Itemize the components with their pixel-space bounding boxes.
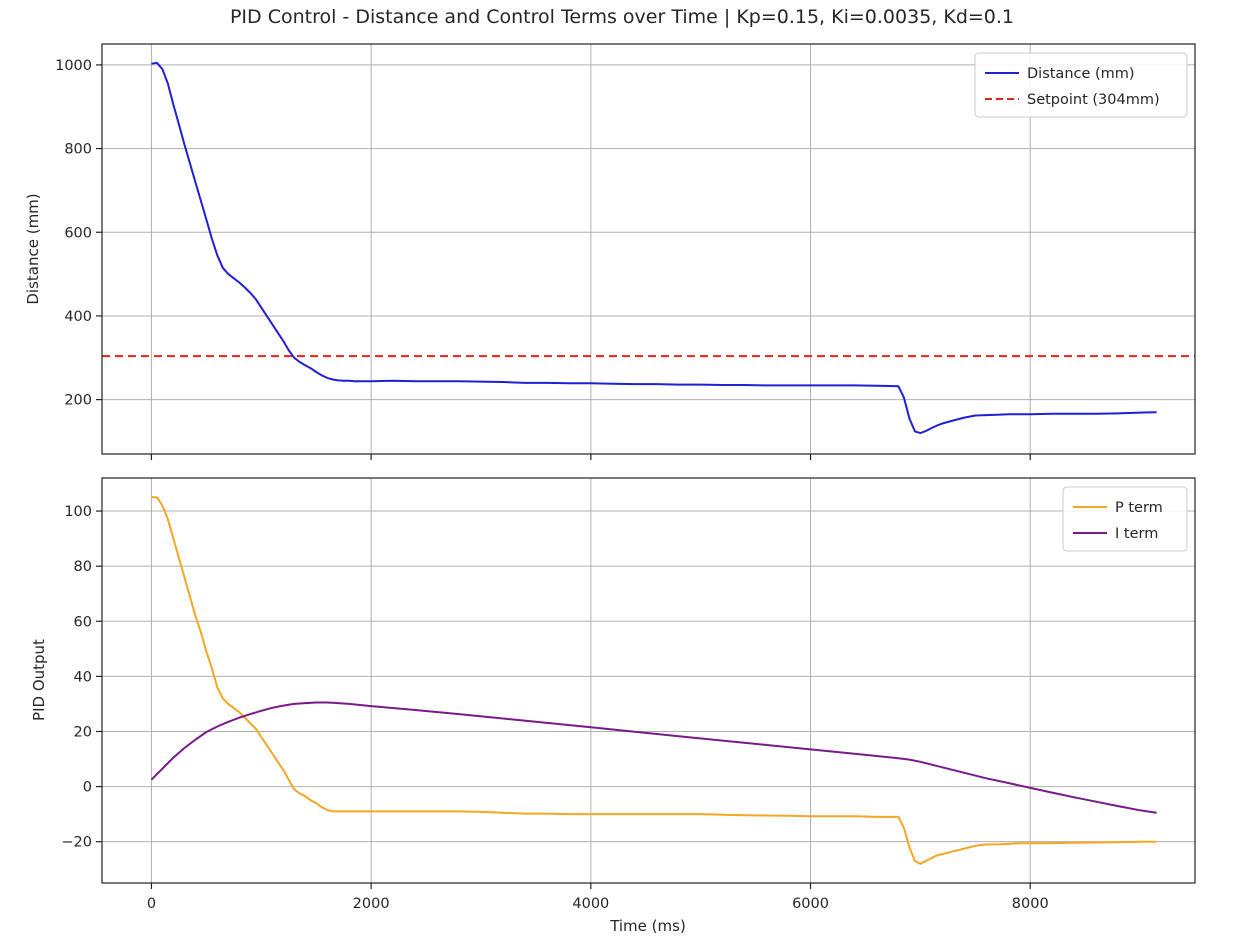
distance-plot-frame: [101, 43, 1196, 455]
pid-series-layer: [150, 496, 1157, 865]
y-tick-label: 100: [64, 504, 92, 520]
x-tick-label: 4000: [572, 896, 609, 912]
legend-label: Setpoint (304mm): [1027, 92, 1160, 108]
legend-box: [1062, 486, 1188, 552]
pid-x-axis-label: Time (ms): [609, 917, 686, 935]
y-tick-label: 0: [83, 780, 92, 796]
y-tick-label: 20: [74, 724, 92, 740]
y-tick-label: 40: [74, 669, 92, 685]
x-tick-label: 2000: [353, 896, 390, 912]
pid-plot-area: [102, 478, 1195, 883]
i-term-line: [150, 701, 1157, 814]
legend-label: I term: [1115, 526, 1158, 542]
y-tick-label: 400: [64, 309, 92, 325]
pid-gridlines: [102, 478, 1195, 883]
distance-legend: Distance (mm) Setpoint (304mm): [974, 52, 1188, 118]
pid-legend: P term I term: [1062, 486, 1188, 552]
y-tick-label: 60: [74, 614, 92, 630]
legend-label: P term: [1115, 500, 1163, 516]
y-tick-label: −20: [61, 835, 92, 851]
legend-label: Distance (mm): [1027, 66, 1135, 82]
distance-panel: 200 400 600 800 1000 Distance (mm) Distance …: [24, 43, 1196, 460]
y-tick-label: 800: [64, 142, 92, 158]
pid-output-panel: 0 2000 4000 6000 8000 −20 0 20 40 60 80 100 PID Out…: [30, 477, 1196, 935]
y-tick-label: 200: [64, 393, 92, 409]
pid-ticks: 0 2000 4000 6000 8000 −20 0 20 40 60 80 100: [61, 504, 1048, 912]
legend-box: [974, 52, 1188, 118]
pid-y-axis-label: PID Output: [30, 639, 48, 721]
x-tick-label: 0: [147, 896, 156, 912]
y-tick-label: 600: [64, 225, 92, 241]
distance-y-axis-label: Distance (mm): [24, 193, 42, 304]
distance-mm-line: [151, 61, 1157, 435]
distance-ticks: 200 400 600 800 1000: [55, 58, 1031, 460]
x-tick-label: 6000: [792, 896, 829, 912]
pid-plot-frame: [101, 477, 1196, 884]
y-tick-label: 1000: [55, 58, 92, 74]
x-tick-label: 8000: [1012, 896, 1049, 912]
figure-title: PID Control - Distance and Control Terms…: [230, 6, 1014, 28]
p-term-line: [151, 496, 1157, 865]
distance-series-layer: [102, 61, 1195, 435]
y-tick-label: 80: [74, 559, 92, 575]
